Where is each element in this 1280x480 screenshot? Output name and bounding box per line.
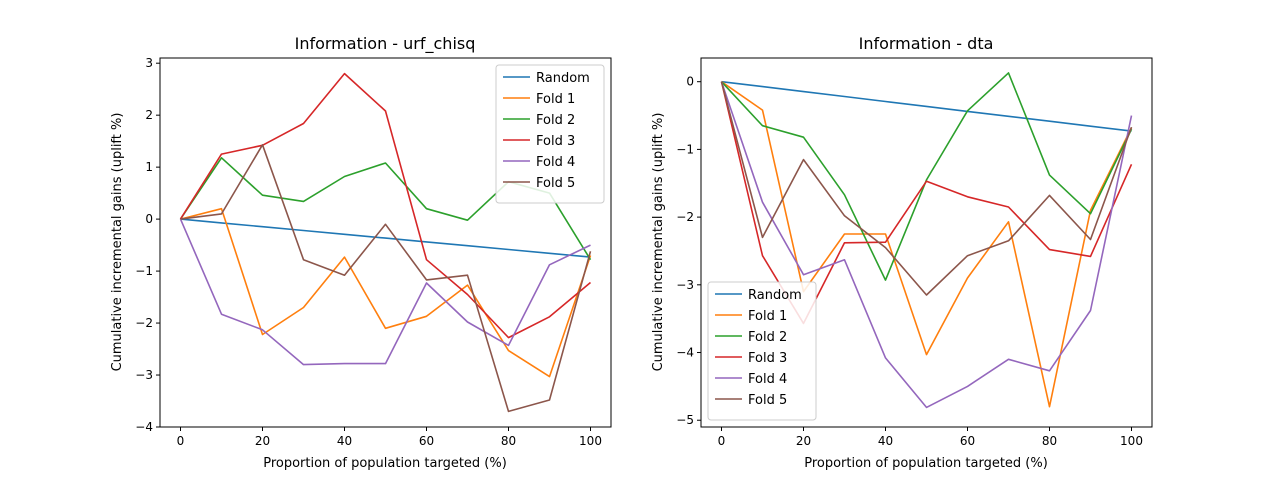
series-line-fold-5 [180, 144, 592, 413]
legend-label: Fold 3 [536, 134, 575, 149]
series-line-fold-1 [721, 81, 1133, 408]
plot-frame [700, 57, 1153, 428]
y-axis-label: Cumulative incremental gains (uplift %) [651, 113, 666, 372]
legend-label: Random [536, 71, 590, 86]
x-tick-label: 100 [1120, 434, 1143, 448]
legend: Random Fold 1 Fold 2 Fold 3 Fold 4 Fold 5 [495, 64, 605, 204]
y-tick-label: 1 [145, 160, 153, 174]
series-group [179, 72, 592, 413]
y-tick-label: −2 [135, 316, 153, 330]
y-tick-label: −4 [676, 346, 694, 360]
chart-title: Information - dta [859, 34, 994, 53]
x-tick-label: 0 [177, 434, 185, 448]
series-line-random [721, 80, 1132, 132]
plot-frame [159, 57, 612, 428]
series-line-fold-1 [180, 207, 592, 378]
series-line-fold-4 [179, 218, 591, 366]
chart-title: Information - urf_chisq [295, 34, 476, 54]
x-tick-label: 20 [796, 434, 811, 448]
x-tick-label: 40 [337, 434, 352, 448]
y-tick-label: −1 [135, 264, 153, 278]
tick-group: 0 20 40 60 80 100 −4 −3 −2 −1 0 1 2 3 [135, 56, 602, 448]
y-tick-label: −3 [676, 278, 694, 292]
x-tick-label: 60 [960, 434, 975, 448]
legend-label: Fold 4 [748, 372, 787, 387]
y-axis-label: Cumulative incremental gains (uplift %) [110, 113, 125, 372]
x-axis-label: Proportion of population targeted (%) [263, 456, 507, 471]
legend-box [495, 64, 605, 204]
chart-panel-urf-chisq: Information - urf_chisq Proportion of po… [110, 34, 612, 471]
y-tick-label: −5 [676, 413, 694, 427]
legend-label: Fold 4 [536, 155, 575, 170]
series-line-random [180, 218, 591, 258]
y-tick-label: −3 [135, 368, 153, 382]
legend-label: Fold 2 [536, 113, 575, 128]
series-line-fold-2 [720, 72, 1133, 281]
x-tick-label: 80 [501, 434, 516, 448]
y-tick-label: −2 [676, 210, 694, 224]
legend-box [707, 281, 817, 421]
legend-label: Fold 1 [536, 92, 575, 107]
legend-label: Random [748, 288, 802, 303]
legend-label: Fold 5 [536, 176, 575, 191]
x-tick-label: 80 [1042, 434, 1057, 448]
y-tick-label: 0 [686, 75, 694, 89]
legend-label: Fold 5 [748, 393, 787, 408]
series-line-fold-5 [720, 81, 1133, 296]
x-tick-label: 100 [579, 434, 602, 448]
legend-label: Fold 3 [748, 351, 787, 366]
y-tick-label: −4 [135, 420, 153, 434]
y-tick-label: 3 [145, 56, 153, 70]
x-tick-label: 60 [419, 434, 434, 448]
y-tick-label: 0 [145, 212, 153, 226]
x-axis-label: Proportion of population targeted (%) [804, 456, 1048, 471]
tick-group: 0 20 40 60 80 100 −5 −4 −3 −2 −1 0 [676, 75, 1143, 448]
series-line-fold-4 [720, 81, 1133, 409]
x-tick-label: 20 [255, 434, 270, 448]
series-group [720, 72, 1133, 409]
x-tick-label: 40 [878, 434, 893, 448]
y-tick-label: 2 [145, 108, 153, 122]
y-tick-label: −1 [676, 142, 694, 156]
legend-label: Fold 2 [748, 330, 787, 345]
series-line-fold-3 [179, 72, 592, 339]
x-tick-label: 0 [718, 434, 726, 448]
chart-panel-dta: Information - dta Proportion of populati… [651, 34, 1153, 471]
legend: Random Fold 1 Fold 2 Fold 3 Fold 4 Fold 5 [707, 281, 817, 421]
legend-label: Fold 1 [748, 309, 787, 324]
